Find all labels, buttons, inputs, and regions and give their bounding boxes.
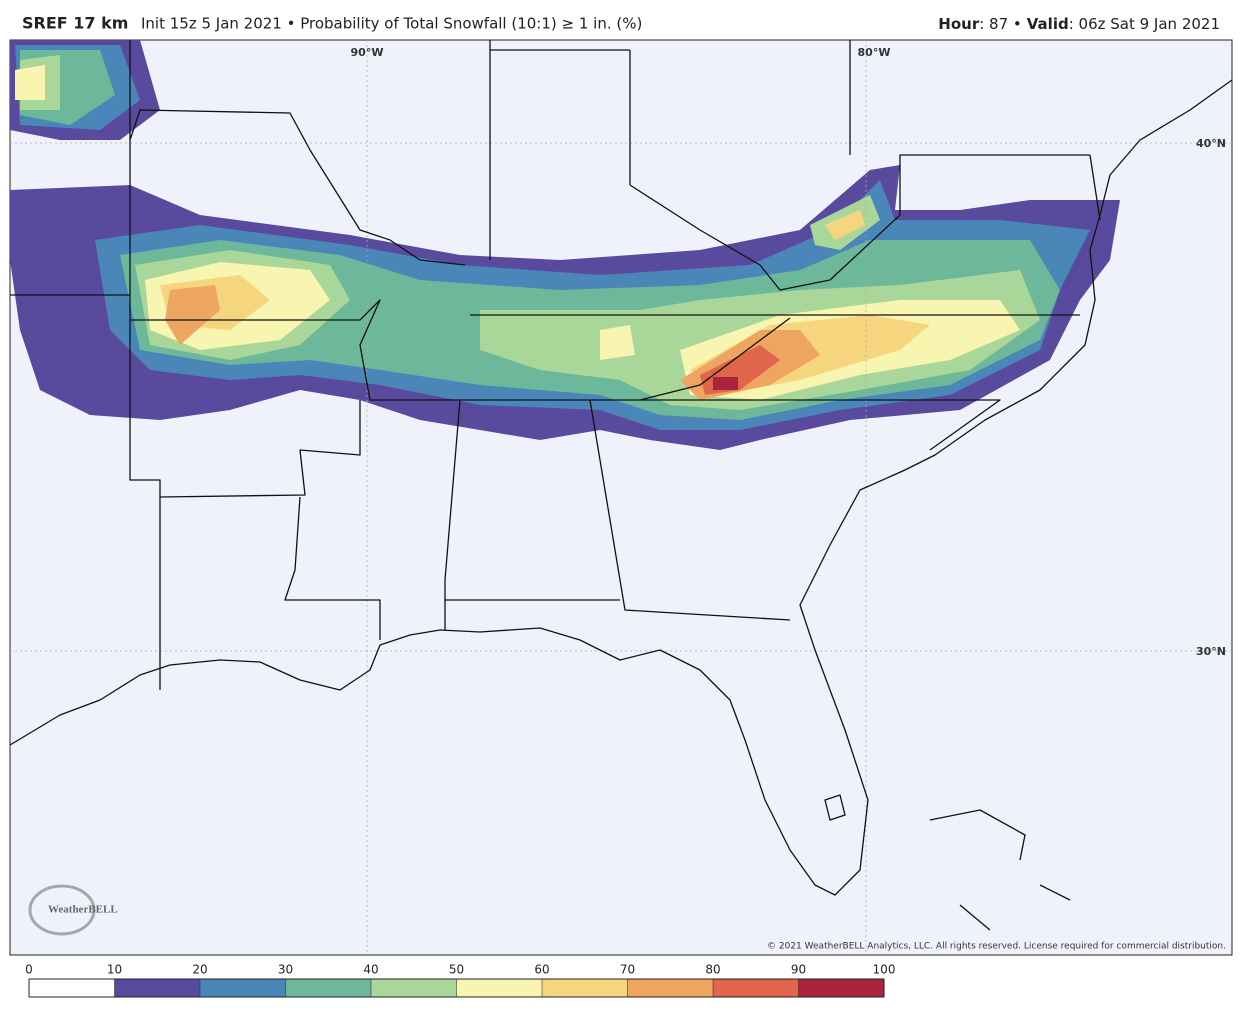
snowfall-contour: [600, 325, 635, 360]
snowfall-contour: [713, 377, 738, 390]
latitude-label: 40°N: [1196, 137, 1226, 150]
valid-value: : 06z Sat 9 Jan 2021: [1069, 15, 1220, 33]
copyright: © 2021 WeatherBELL Analytics, LLC. All r…: [767, 942, 1226, 952]
snowfall-contour: [165, 285, 220, 345]
colorbar-tick-label: 30: [278, 963, 293, 977]
hour-value: : 87 •: [979, 15, 1022, 33]
colorbar-tick-label: 80: [705, 963, 720, 977]
colorbar-tick-label: 40: [363, 963, 378, 977]
map-frame: [9, 39, 1233, 956]
description: Init 15z 5 Jan 2021 • Probability of Tot…: [141, 15, 642, 33]
colorbar-tick-label: 10: [107, 963, 122, 977]
model-name: SREF 17 km: [22, 14, 128, 33]
colorbar-swatch: [29, 979, 115, 997]
longitude-label: 80°W: [858, 46, 891, 59]
logo-text: WeatherBELL: [48, 904, 118, 916]
snowfall-contour: [825, 210, 865, 240]
colorbar-tick-label: 20: [192, 963, 207, 977]
latitude-label: 30°N: [1196, 645, 1226, 658]
colorbar-swatch: [285, 979, 371, 997]
colorbar-swatch: [627, 979, 713, 997]
borders: [9, 40, 1233, 931]
colorbar: 0 10 20 30 40 50 60 70 80 90 100: [25, 963, 895, 998]
colorbar-tick-label: 100: [873, 963, 896, 977]
colorbar-swatch: [798, 979, 884, 997]
colorbar-tick-label: 90: [791, 963, 806, 977]
colorbar-swatch: [200, 979, 286, 997]
valid-label: Valid: [1027, 15, 1069, 33]
colorbar-swatch: [542, 979, 628, 997]
graticule: [10, 40, 1232, 955]
colorbar-swatch: [713, 979, 799, 997]
snowfall-contour: [15, 65, 45, 100]
snowfall-field: [10, 40, 1120, 450]
colorbar-swatch: [114, 979, 200, 997]
longitude-label: 90°W: [351, 46, 384, 59]
colorbar-swatch: [456, 979, 542, 997]
hour-label: Hour: [938, 15, 980, 33]
logo: WeatherBELL: [28, 884, 118, 936]
colorbar-tick-label: 70: [620, 963, 635, 977]
colorbar-tick-label: 0: [25, 963, 33, 977]
colorbar-swatch: [371, 979, 457, 997]
valid-info: Hour: 87 • Valid: 06z Sat 9 Jan 2021: [938, 15, 1220, 33]
colorbar-tick-label: 60: [534, 963, 549, 977]
colorbar-tick-label: 50: [449, 963, 464, 977]
